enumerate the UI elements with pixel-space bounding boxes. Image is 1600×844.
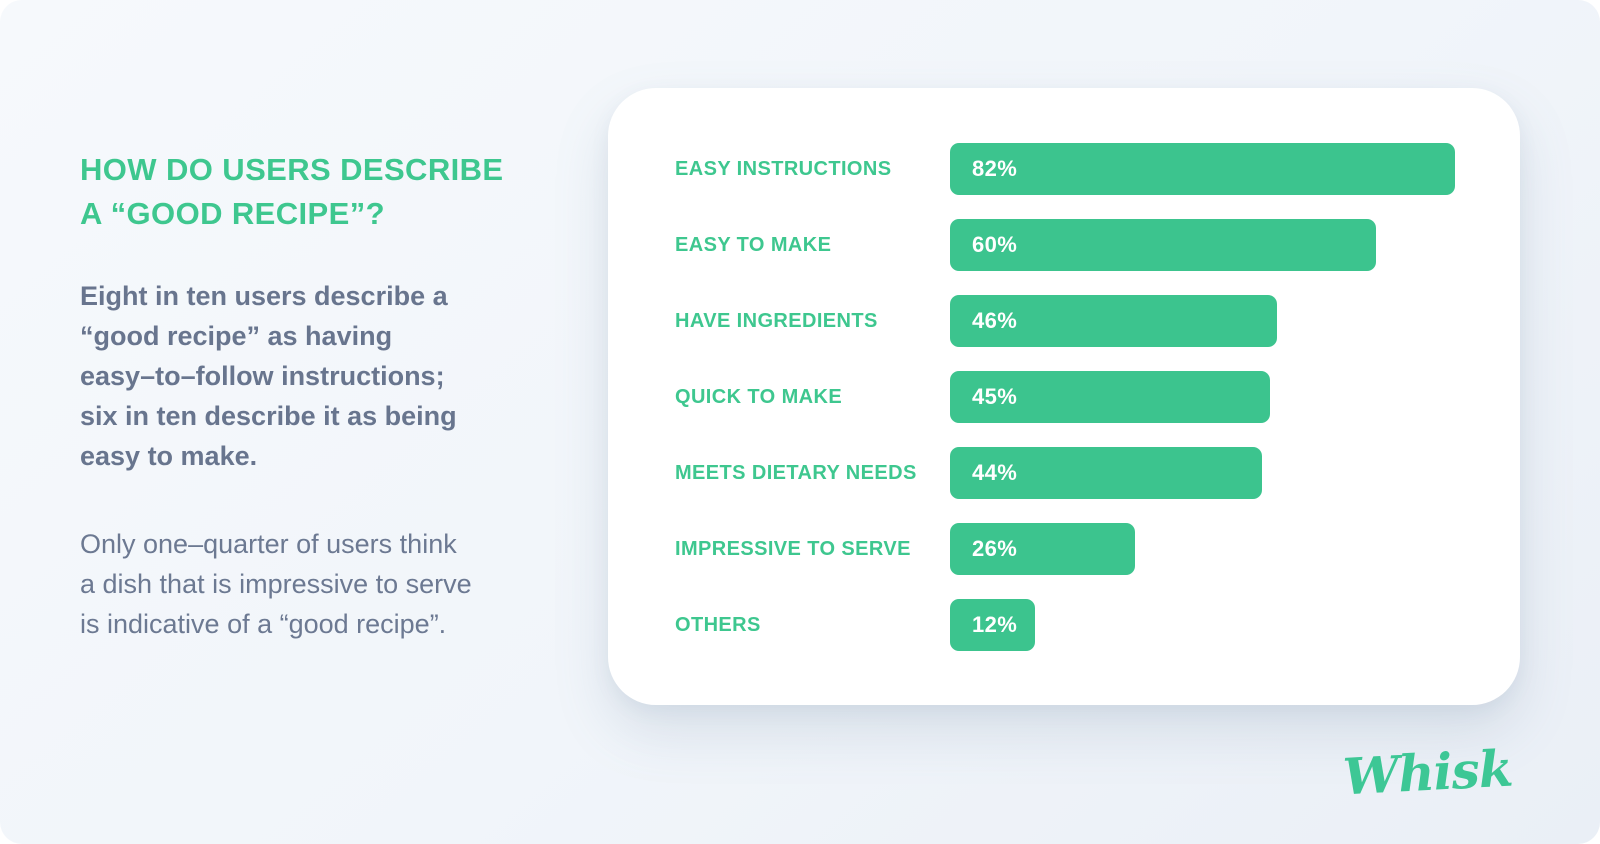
bar-value-label: 82% (972, 156, 1018, 181)
page-title: HOW DO USERS DESCRIBE A “GOOD RECIPE”? (80, 152, 504, 231)
chart-row: HAVE INGREDIENTS 46% (675, 283, 1455, 359)
bar: 82% (950, 143, 1455, 195)
category-label: MEETS DIETARY NEEDS (675, 461, 917, 484)
category-label: IMPRESSIVE TO SERVE (675, 537, 911, 560)
bar-value-label: 60% (972, 232, 1018, 257)
bar: 46% (950, 295, 1277, 347)
bar-track: 44% (950, 447, 1455, 499)
bar: 45% (950, 371, 1270, 423)
category-label: EASY TO MAKE (675, 233, 832, 256)
chart-row: EASY INSTRUCTIONS 82% (675, 131, 1455, 207)
category-label: EASY INSTRUCTIONS (675, 157, 892, 180)
chart-row: EASY TO MAKE 60% (675, 207, 1455, 283)
bar: 12% (950, 599, 1035, 651)
bar-track: 46% (950, 295, 1455, 347)
bar-track: 82% (950, 143, 1455, 195)
bar-value-label: 45% (972, 384, 1018, 409)
bar: 60% (950, 219, 1376, 271)
bar: 26% (950, 523, 1135, 575)
bar-track: 60% (950, 219, 1455, 271)
bar-value-label: 26% (972, 536, 1018, 561)
bar-value-label: 12% (972, 612, 1018, 637)
bar-track: 26% (950, 523, 1455, 575)
chart-panel: EASY INSTRUCTIONS 82% EASY TO MAKE 60% H… (608, 88, 1520, 705)
bar-track: 45% (950, 371, 1455, 423)
summary-paragraph-bold: Eight in ten users describe a “good reci… (80, 281, 457, 471)
bar-value-label: 44% (972, 460, 1018, 485)
chart-row: OTHERS 12% (675, 587, 1455, 663)
category-label: QUICK TO MAKE (675, 385, 843, 408)
category-label: OTHERS (675, 613, 761, 636)
whisk-logo: Whisk (1341, 738, 1514, 807)
bar-value-label: 46% (972, 308, 1018, 333)
summary-paragraph-secondary: Only one–quarter of users think a dish t… (80, 529, 472, 639)
category-label: HAVE INGREDIENTS (675, 309, 878, 332)
chart-row: IMPRESSIVE TO SERVE 26% (675, 511, 1455, 587)
bar: 44% (950, 447, 1262, 499)
chart-row: MEETS DIETARY NEEDS 44% (675, 435, 1455, 511)
bar-track: 12% (950, 599, 1455, 651)
intro-text-column: HOW DO USERS DESCRIBE A “GOOD RECIPE”? E… (80, 148, 550, 644)
bar-chart: EASY INSTRUCTIONS 82% EASY TO MAKE 60% H… (675, 131, 1455, 663)
chart-row: QUICK TO MAKE 45% (675, 359, 1455, 435)
